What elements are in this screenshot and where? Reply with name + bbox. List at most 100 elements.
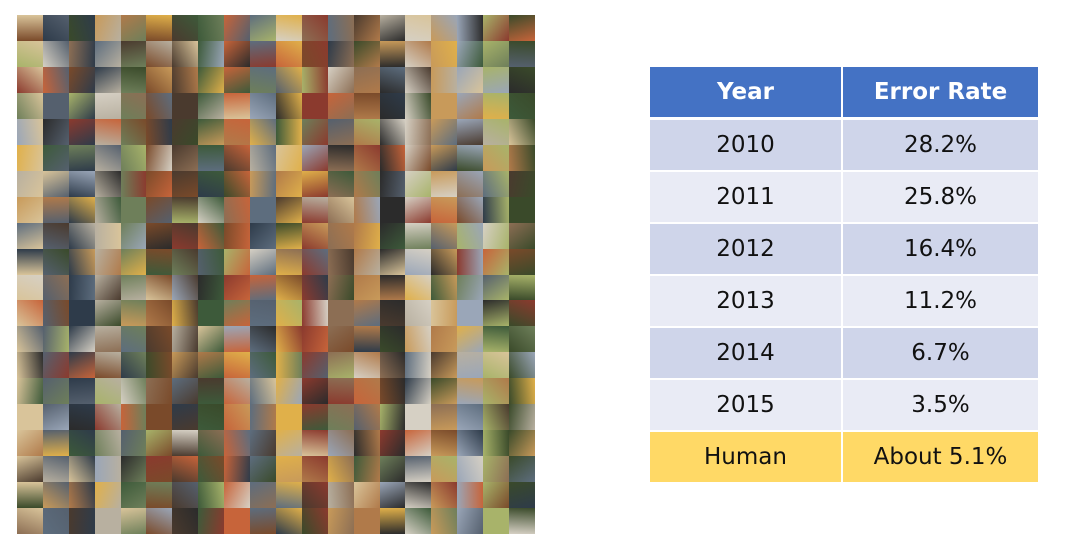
thumbnail-image	[327, 274, 354, 301]
thumbnail-image	[250, 66, 276, 93]
thumbnail-image	[224, 404, 251, 431]
thumbnail-image	[120, 92, 147, 119]
thumbnail-image	[483, 274, 510, 301]
thumbnail-image	[224, 92, 251, 119]
thumbnail-image	[224, 456, 251, 483]
thumbnail-image	[94, 196, 121, 223]
thumbnail-image	[94, 92, 121, 119]
thumbnail-image	[301, 92, 328, 119]
thumbnail-image	[198, 326, 225, 353]
thumbnail-image	[224, 352, 251, 379]
thumbnail-image	[68, 508, 95, 534]
thumbnail-image	[146, 222, 173, 249]
thumbnail-image	[224, 430, 251, 457]
thumbnail-image	[198, 118, 225, 145]
thumbnail-image	[275, 66, 302, 93]
year-cell: 2010	[650, 120, 843, 172]
thumbnail-image	[17, 326, 43, 353]
table-row: 2015 3.5%	[650, 380, 1038, 432]
thumbnail-image	[457, 118, 484, 145]
thumbnail-image	[172, 118, 199, 145]
thumbnail-image	[353, 15, 380, 41]
thumbnail-image	[17, 300, 43, 327]
thumbnail-image	[68, 40, 95, 67]
thumbnail-image	[120, 66, 147, 93]
thumbnail-image	[94, 404, 121, 431]
thumbnail-image	[17, 430, 43, 457]
thumbnail-image	[275, 430, 302, 457]
thumbnail-image	[275, 404, 302, 431]
thumbnail-image	[509, 404, 535, 431]
error-rate-table-container: Year Error Rate 2010 28.2% 2011 25.8% 20…	[650, 67, 1038, 484]
thumbnail-image	[120, 222, 147, 249]
thumbnail-image	[224, 482, 251, 509]
thumbnail-image	[457, 352, 484, 379]
thumbnail-image	[250, 482, 276, 509]
thumbnail-image	[353, 430, 380, 457]
thumbnail-image	[224, 66, 251, 93]
thumbnail-image	[483, 15, 510, 41]
thumbnail-image	[250, 170, 276, 197]
thumbnail-image	[120, 326, 147, 353]
thumbnail-image	[405, 196, 432, 223]
thumbnail-image	[405, 170, 432, 197]
thumbnail-image	[250, 196, 276, 223]
thumbnail-image	[405, 352, 432, 379]
thumbnail-image	[224, 326, 251, 353]
thumbnail-image	[172, 378, 199, 405]
thumbnail-image	[250, 15, 276, 41]
thumbnail-image	[431, 248, 458, 275]
thumbnail-image	[198, 15, 225, 41]
thumbnail-image	[68, 482, 95, 509]
thumbnail-image	[120, 404, 147, 431]
thumbnail-image	[405, 222, 432, 249]
thumbnail-image	[379, 144, 406, 171]
thumbnail-image	[379, 352, 406, 379]
header-year: Year	[650, 67, 843, 120]
thumbnail-image	[198, 456, 225, 483]
thumbnail-image	[68, 352, 95, 379]
thumbnail-image	[250, 118, 276, 145]
thumbnail-image	[509, 170, 535, 197]
thumbnail-image	[120, 248, 147, 275]
thumbnail-image	[275, 326, 302, 353]
thumbnail-image	[68, 92, 95, 119]
thumbnail-image	[224, 170, 251, 197]
thumbnail-image	[224, 15, 251, 41]
thumbnail-image	[42, 508, 69, 534]
thumbnail-image	[431, 222, 458, 249]
thumbnail-image	[17, 352, 43, 379]
thumbnail-image	[250, 378, 276, 405]
thumbnail-image	[120, 456, 147, 483]
thumbnail-image	[301, 40, 328, 67]
thumbnail-image	[379, 118, 406, 145]
thumbnail-image	[172, 144, 199, 171]
thumbnail-image	[327, 40, 354, 67]
thumbnail-image	[17, 248, 43, 275]
thumbnail-image	[275, 274, 302, 301]
thumbnail-image	[94, 144, 121, 171]
thumbnail-image	[301, 170, 328, 197]
thumbnail-image	[17, 508, 43, 534]
thumbnail-image	[405, 378, 432, 405]
thumbnail-image	[68, 66, 95, 93]
thumbnail-image	[146, 92, 173, 119]
thumbnail-image	[172, 482, 199, 509]
thumbnail-image	[301, 482, 328, 509]
thumbnail-image	[379, 456, 406, 483]
thumbnail-image	[172, 326, 199, 353]
thumbnail-image	[353, 170, 380, 197]
thumbnail-image	[198, 378, 225, 405]
thumbnail-image	[275, 248, 302, 275]
thumbnail-image	[353, 274, 380, 301]
thumbnail-image	[224, 144, 251, 171]
year-cell: 2011	[650, 172, 843, 224]
thumbnail-image	[483, 300, 510, 327]
thumbnail-image	[120, 430, 147, 457]
thumbnail-image	[250, 508, 276, 534]
thumbnail-image	[250, 274, 276, 301]
thumbnail-image	[353, 92, 380, 119]
thumbnail-image	[198, 482, 225, 509]
rate-cell: 3.5%	[843, 380, 1038, 432]
thumbnail-image	[509, 378, 535, 405]
